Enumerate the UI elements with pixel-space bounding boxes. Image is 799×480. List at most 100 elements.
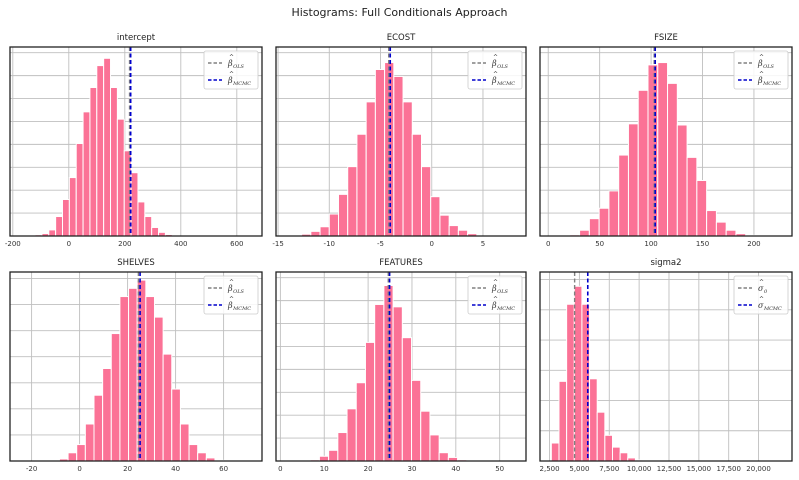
histogram-bar — [93, 394, 104, 462]
x-tick-label: 50 — [595, 240, 604, 248]
histogram-bar — [162, 353, 173, 462]
legend: βOLS^βMCMC^ — [733, 50, 789, 90]
histogram-bar — [374, 303, 385, 462]
x-tick-label: -5 — [377, 240, 384, 248]
histogram-bar — [604, 434, 613, 462]
x-tick-label: 20,000 — [746, 465, 771, 473]
histogram-bar — [438, 452, 449, 462]
histogram-bar — [145, 296, 155, 462]
x-tick-label: 60 — [219, 465, 228, 473]
histogram-bar — [62, 198, 70, 237]
x-tick-label: -20 — [26, 465, 37, 473]
histogram-bar — [68, 177, 77, 237]
histogram-bar — [725, 229, 737, 237]
svg-text:^: ^ — [759, 71, 764, 78]
histogram-bar — [103, 57, 112, 237]
x-tick-label: 7,500 — [599, 465, 619, 473]
x-tick-label: 20 — [364, 465, 373, 473]
histogram-bar — [676, 124, 688, 237]
x-tick-label: 40 — [451, 465, 460, 473]
histogram-bar — [179, 423, 190, 462]
subplot-sigma2: sigma2 2,500 5,000 7,500 10,000 12,500 15,000… — [539, 258, 793, 473]
x-tick-label: 40 — [171, 465, 180, 473]
x-tick-label: 400 — [174, 240, 187, 248]
histogram-bar — [430, 196, 441, 237]
x-tick-label: 5 — [481, 240, 485, 248]
legend-ols-label: βOLS — [757, 59, 775, 70]
svg-text:^: ^ — [759, 296, 764, 303]
histogram-bar — [55, 216, 63, 237]
legend-mcmc-label: βMCMC — [757, 76, 781, 87]
histogram-bar — [110, 87, 118, 237]
histogram-bar — [439, 214, 450, 237]
x-tick-label: 17,500 — [716, 465, 741, 473]
histogram-bar — [48, 229, 57, 237]
histogram-bar — [611, 446, 621, 462]
histogram-bar — [328, 449, 339, 462]
histogram-bar — [618, 154, 629, 237]
legend-mcmc-label: βMCMC — [491, 301, 515, 312]
histogram-bar — [627, 123, 639, 237]
histogram-bar — [696, 180, 708, 237]
figure-title: Histograms: Full Conditionals Approach — [291, 6, 508, 19]
x-tick-label: 0 — [430, 240, 434, 248]
histogram-plot: 2,500 5,000 7,500 10,000 12,500 15,000 17,500 2… — [539, 271, 793, 473]
histogram-bar — [619, 452, 629, 462]
histogram-bar — [89, 87, 98, 237]
histogram-bar — [364, 341, 376, 462]
histogram-bar — [338, 193, 349, 237]
subplot-title: SHELVES — [117, 258, 155, 268]
histogram-bar — [347, 166, 358, 237]
histogram-bar — [596, 411, 606, 462]
x-tick-label: 15,000 — [687, 465, 712, 473]
x-tick-label: 30 — [408, 465, 417, 473]
x-tick-label: 0 — [67, 240, 71, 248]
legend-ols-label: βOLS — [491, 59, 509, 70]
x-tick-label: -200 — [5, 240, 21, 248]
subplot-ecost: ECOST -15 -10 -5 0 5 βOLS ^ βMCMC ^ — [272, 33, 527, 248]
svg-text:^: ^ — [229, 279, 234, 286]
histogram-bar — [448, 225, 459, 237]
histogram-bar — [715, 221, 727, 237]
legend: βOLS^βMCMC^ — [467, 275, 523, 315]
subplot-title: sigma2 — [650, 258, 682, 268]
histogram-bar — [411, 133, 422, 237]
legend: σ0^σMCMC^ — [733, 275, 789, 315]
histogram-bar — [598, 207, 610, 237]
x-tick-label: -10 — [324, 240, 335, 248]
legend-ols-label: βOLS — [227, 59, 245, 70]
histogram-bar — [310, 230, 321, 237]
x-tick-label: 0 — [77, 465, 81, 473]
svg-text:^: ^ — [759, 279, 764, 286]
histogram-bar — [411, 379, 422, 462]
x-tick-label: 50 — [495, 465, 504, 473]
legend-mcmc-label: σMCMC — [758, 301, 782, 312]
histogram-bar — [110, 333, 121, 462]
histogram-bar — [82, 111, 91, 237]
histogram-bar — [346, 408, 357, 462]
histogram-bar — [356, 133, 367, 237]
x-tick-label: 0 — [546, 240, 550, 248]
histogram-bar — [558, 380, 568, 462]
x-tick-label: 200 — [118, 240, 131, 248]
subplot-fsize: FSIZE 0 50 100 150 200 βOLS ^ βMCMC ^ — [539, 33, 793, 248]
histogram-bar — [130, 172, 139, 237]
legend: βOLS^βMCMC^ — [467, 50, 523, 90]
x-tick-label: 600 — [230, 240, 243, 248]
histogram-bar — [420, 410, 431, 462]
histogram-bar — [686, 156, 698, 237]
histogram-bars — [27, 57, 173, 237]
histogram-bar — [706, 210, 717, 237]
histogram-bar — [393, 75, 404, 237]
histogram-bar — [579, 229, 590, 237]
histogram-bar — [84, 423, 95, 462]
subplot-title: FSIZE — [654, 33, 678, 43]
legend: βOLS^βMCMC^ — [203, 275, 259, 315]
histogram-bar — [457, 229, 469, 237]
histogram-bar — [197, 452, 207, 462]
legend-ols-label: βOLS — [491, 284, 509, 295]
x-tick-label: 2,500 — [540, 465, 560, 473]
